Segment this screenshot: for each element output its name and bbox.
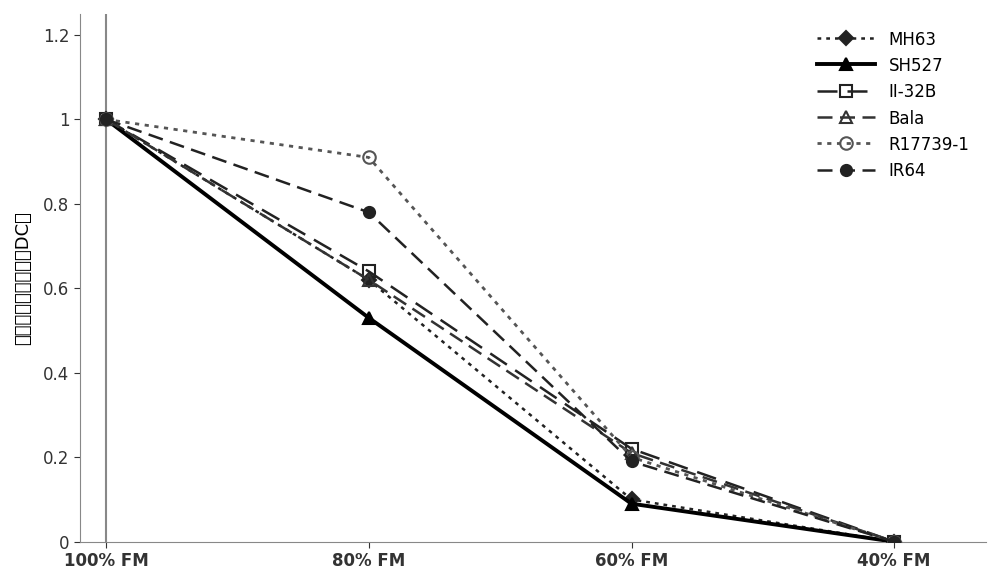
Line: R17739-1: R17739-1 xyxy=(100,113,900,548)
Line: IR64: IR64 xyxy=(101,114,900,547)
MH63 xyxy=(363,276,375,283)
R17739-1 xyxy=(100,116,112,123)
MH63 xyxy=(888,538,900,545)
IR64 xyxy=(888,538,900,545)
IR64 xyxy=(100,116,112,123)
SH527 xyxy=(100,116,112,123)
II-32B xyxy=(888,538,900,545)
II-32B xyxy=(626,445,638,452)
II-32B xyxy=(363,268,375,275)
R17739-1 xyxy=(626,454,638,461)
R17739-1 xyxy=(888,538,900,545)
IR64 xyxy=(363,209,375,216)
Legend: MH63, SH527, II-32B, Bala, R17739-1, IR64: MH63, SH527, II-32B, Bala, R17739-1, IR6… xyxy=(809,22,978,189)
Bala xyxy=(626,450,638,457)
Bala xyxy=(100,116,112,123)
IR64 xyxy=(626,458,638,465)
Line: II-32B: II-32B xyxy=(101,114,900,547)
MH63 xyxy=(100,116,112,123)
MH63 xyxy=(626,496,638,503)
SH527 xyxy=(626,500,638,507)
R17739-1 xyxy=(363,154,375,161)
Y-axis label: 某性状的抗旱系数（DC）: 某性状的抗旱系数（DC） xyxy=(14,211,32,345)
Bala xyxy=(888,538,900,545)
Line: MH63: MH63 xyxy=(101,114,899,547)
Bala xyxy=(363,276,375,283)
Line: SH527: SH527 xyxy=(100,113,900,548)
SH527 xyxy=(888,538,900,545)
SH527 xyxy=(363,314,375,321)
Line: Bala: Bala xyxy=(100,113,900,548)
II-32B xyxy=(100,116,112,123)
